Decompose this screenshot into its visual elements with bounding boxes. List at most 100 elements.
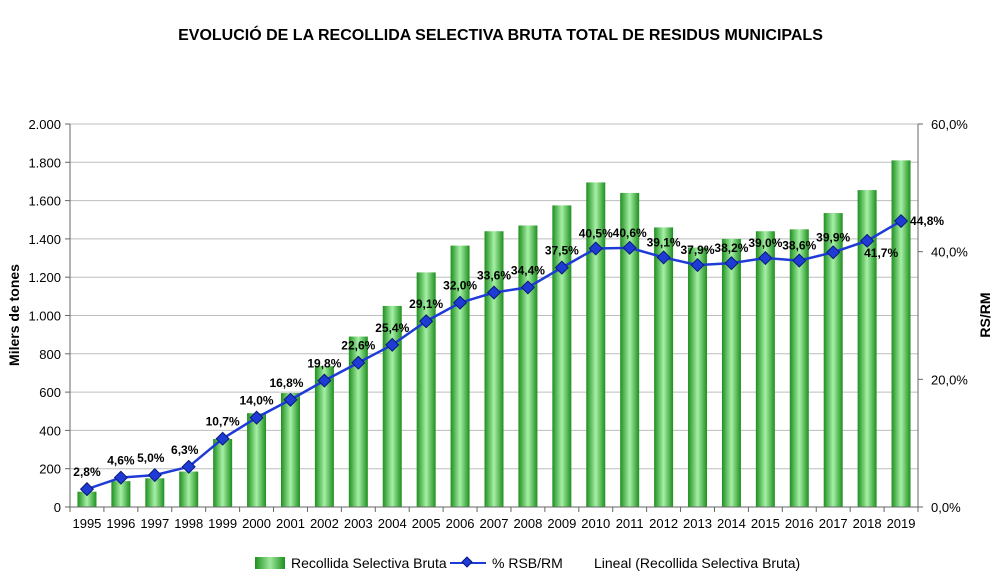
line-point xyxy=(893,213,909,229)
y-tick-label-right: 0,0% xyxy=(931,500,961,515)
line-point xyxy=(453,295,468,310)
bar xyxy=(518,225,538,507)
line-data-label: 40,5% xyxy=(579,226,613,240)
line-data-label: 39,1% xyxy=(647,235,681,249)
x-tick-label: 2000 xyxy=(242,516,271,531)
line-point xyxy=(419,314,434,329)
bar xyxy=(416,272,436,507)
y-tick-label-left: 1.600 xyxy=(28,194,61,209)
line-data-label: 34,4% xyxy=(511,263,545,277)
x-tick-label: 2012 xyxy=(649,516,678,531)
y-tick-label-left: 1.000 xyxy=(28,309,61,324)
y-tick-label-left: 400 xyxy=(39,423,61,438)
line-point xyxy=(147,468,162,483)
bar xyxy=(891,160,911,507)
legend-item-bars: Recollida Selectiva Bruta xyxy=(255,555,447,571)
line-point xyxy=(215,431,230,446)
bar xyxy=(314,366,334,507)
y-axis-label-left: Milers de tones xyxy=(6,264,22,366)
y-tick-label-right: 40,0% xyxy=(931,245,968,260)
bar xyxy=(382,305,402,507)
line-point xyxy=(79,482,95,497)
x-tick-label: 2016 xyxy=(785,516,814,531)
line-data-label: 10,7% xyxy=(206,415,240,429)
y-tick-label-left: 200 xyxy=(39,462,61,477)
line-point xyxy=(758,250,773,266)
axes: 0 200 400 600 800 1.000 1.200 1.400 1.600 1.800 2.… xyxy=(28,117,968,531)
y-tick-label-left: 1.400 xyxy=(28,232,61,247)
x-tick-label: 2003 xyxy=(344,516,373,531)
x-tick-label: 1995 xyxy=(72,516,101,531)
bar xyxy=(654,227,674,507)
line-data-label: 39,0% xyxy=(748,236,782,250)
bar xyxy=(280,393,300,507)
x-tick-label: 2001 xyxy=(276,516,305,531)
data-labels: 2,8% 4,6% 5,0% 6,3% 10,7%14,0% 16,8% 19,8%22,6… xyxy=(73,214,944,479)
y-tick-label-left: 600 xyxy=(39,385,61,400)
bar xyxy=(755,231,775,508)
line-point xyxy=(486,285,502,300)
bar xyxy=(620,192,640,507)
x-tick-label: 2018 xyxy=(853,516,882,531)
x-tick-label: 1996 xyxy=(106,516,135,531)
bar xyxy=(179,471,199,507)
x-tick-label: 2013 xyxy=(683,516,712,531)
x-tick-label: 2008 xyxy=(513,516,542,531)
line-data-label: 37,5% xyxy=(545,244,579,258)
x-tick-label: 2004 xyxy=(378,516,407,531)
line-point xyxy=(283,392,298,407)
line-data-label: 44,8% xyxy=(910,214,944,228)
line-point xyxy=(351,355,366,370)
line-data-label: 6,3% xyxy=(171,443,199,457)
line-point xyxy=(622,240,637,255)
y-axis-label-right: RS/RM xyxy=(977,292,993,337)
x-tick-label: 2002 xyxy=(310,516,339,531)
bar xyxy=(213,439,233,507)
bar xyxy=(348,336,368,507)
y-tick-label-left: 0 xyxy=(54,500,61,515)
line-point xyxy=(554,260,569,275)
line-point xyxy=(113,470,128,485)
bar xyxy=(145,478,165,507)
line-point xyxy=(181,459,196,474)
bar xyxy=(586,182,606,507)
line-point xyxy=(588,241,603,256)
line-point xyxy=(690,258,705,273)
y-tick-label-left: 800 xyxy=(39,347,61,362)
bar xyxy=(688,247,708,507)
line-point xyxy=(656,250,671,265)
line-data-label: 38,2% xyxy=(714,241,748,255)
line-data-label: 2,8% xyxy=(73,465,101,479)
line-series xyxy=(79,213,909,497)
bar xyxy=(789,229,809,507)
legend-label: Recollida Selectiva Bruta xyxy=(291,555,447,571)
line-data-label: 29,1% xyxy=(409,297,443,311)
line-point xyxy=(826,245,841,260)
legend-label: Lineal (Recollida Selectiva Bruta) xyxy=(594,555,801,571)
line-point xyxy=(317,373,332,388)
bar xyxy=(552,205,572,507)
bar xyxy=(450,245,470,508)
legend-bar-swatch xyxy=(255,557,285,569)
x-tick-label: 2005 xyxy=(412,516,441,531)
line-data-label: 19,8% xyxy=(307,357,341,371)
y-tick-label-right: 20,0% xyxy=(931,372,968,387)
line-point xyxy=(724,256,739,271)
x-tick-label: 2017 xyxy=(819,516,848,531)
x-tick-label: 2007 xyxy=(480,516,509,531)
x-tick-label: 1999 xyxy=(208,516,237,531)
line-data-label: 16,8% xyxy=(269,376,303,390)
line-data-label: 40,6% xyxy=(613,226,647,240)
x-tick-label: 1998 xyxy=(174,516,203,531)
line-data-label: 4,6% xyxy=(107,454,135,468)
x-tick-label: 2011 xyxy=(616,516,644,531)
y-tick-label-left: 1.800 xyxy=(28,155,61,170)
x-tick-label: 2015 xyxy=(751,516,780,531)
legend-item-line: % RSB/RM xyxy=(450,555,563,571)
y-tick-label-left: 2.000 xyxy=(28,117,61,132)
x-tick-label: 2006 xyxy=(446,516,475,531)
line-data-label: 22,6% xyxy=(341,339,375,353)
line-data-label: 41,7% xyxy=(864,246,898,260)
bar xyxy=(857,190,877,507)
